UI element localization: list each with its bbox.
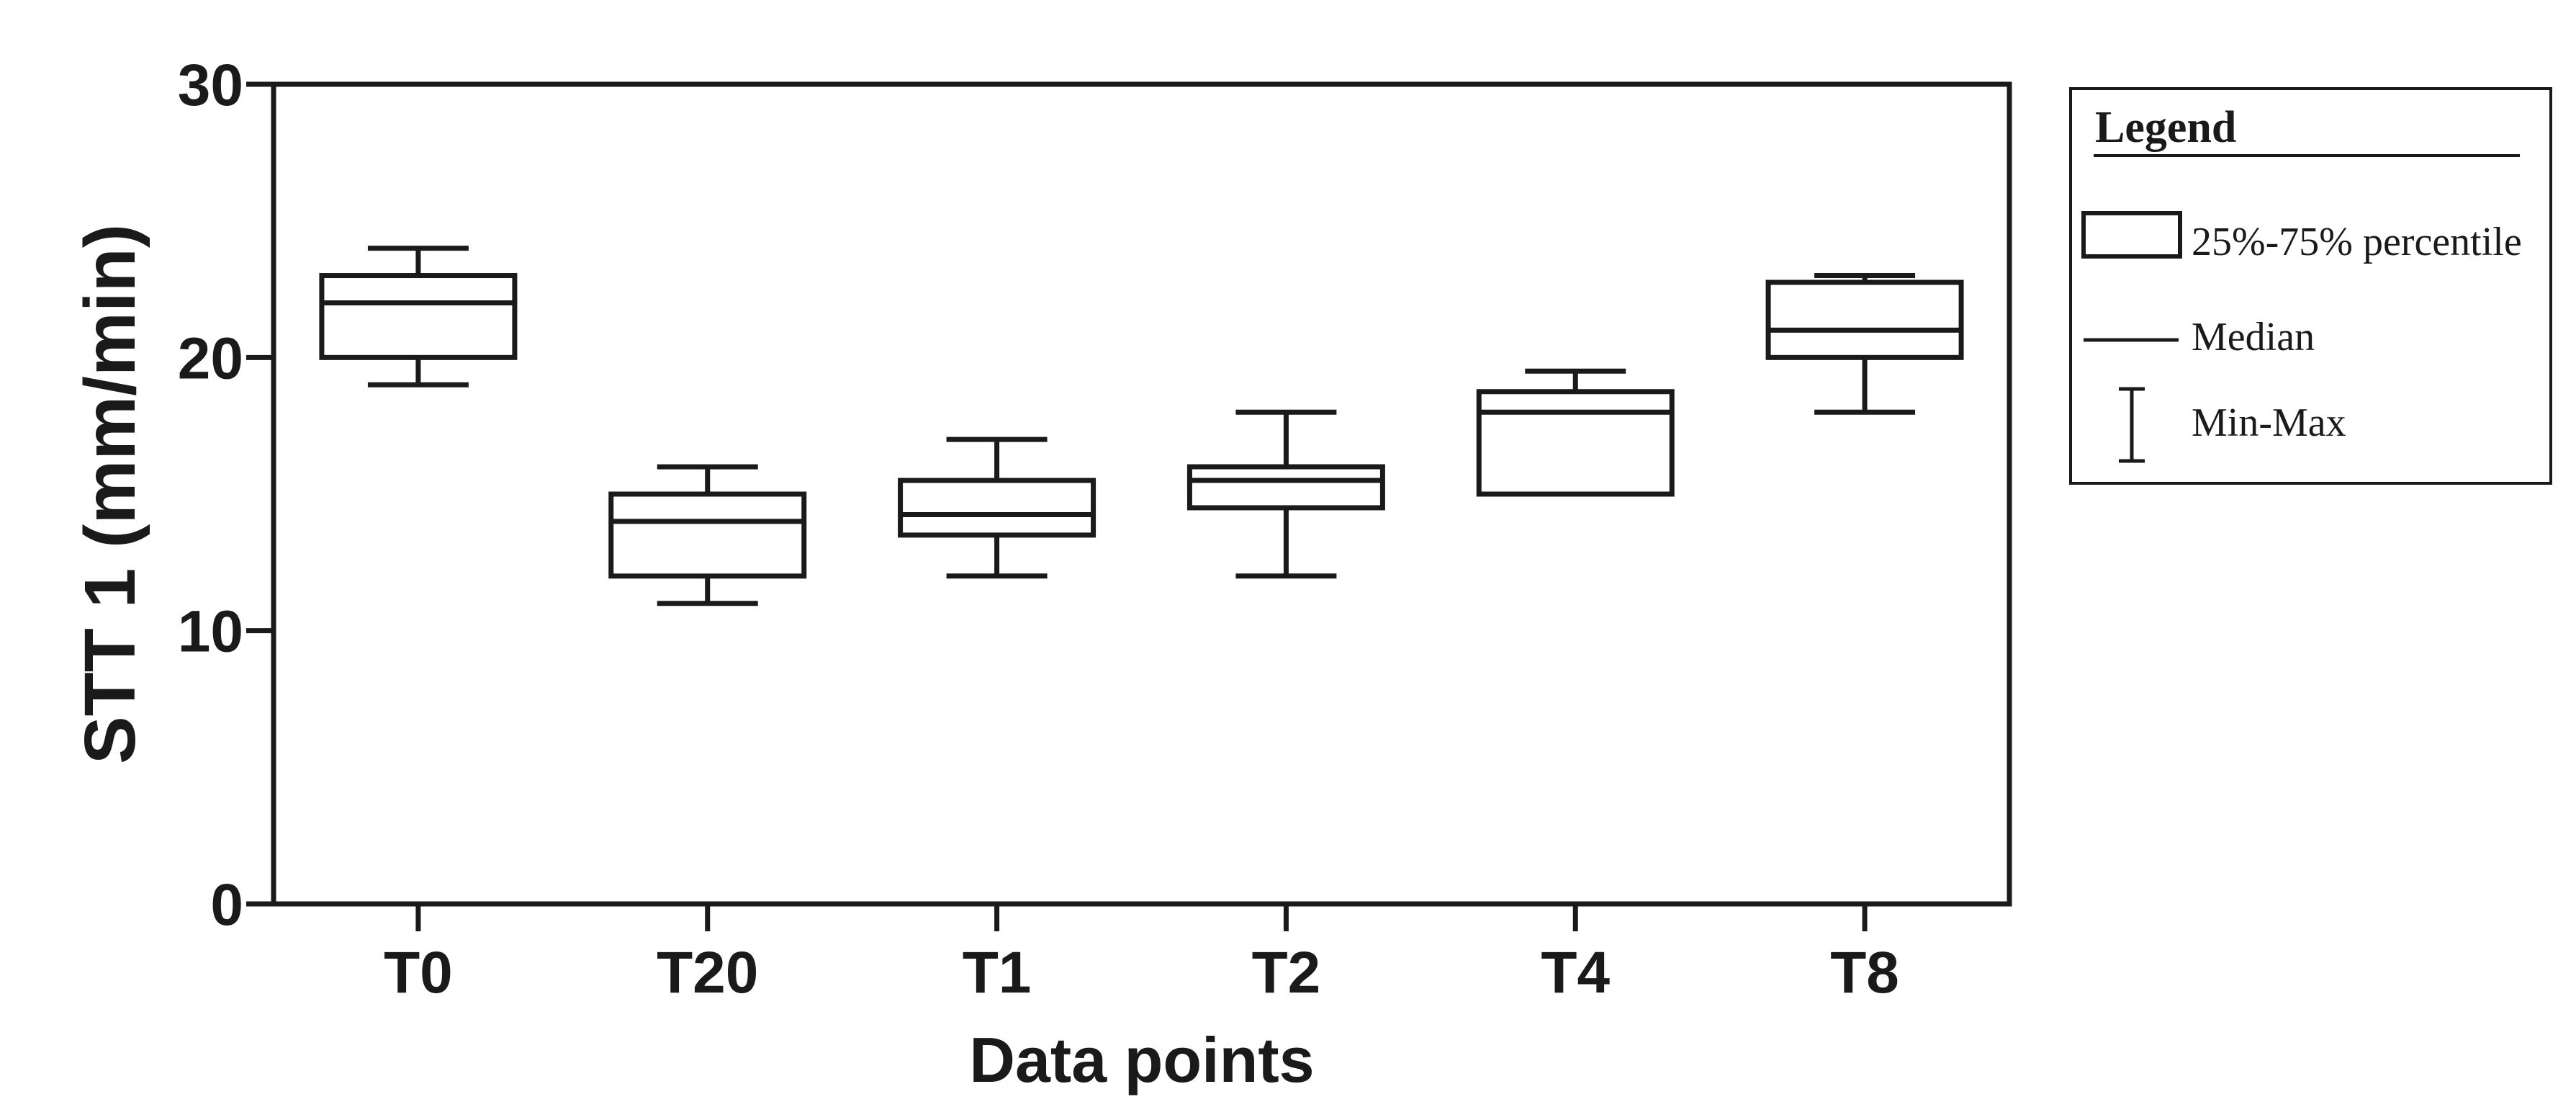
legend-item-label: Min-Max [2192, 400, 2346, 445]
x-axis-title: Data points [969, 1024, 1314, 1096]
box-plot-T1 [898, 436, 1096, 579]
box-series [319, 246, 1964, 606]
box-plot-T0 [319, 246, 518, 387]
box-plot-T2 [1186, 409, 1385, 579]
y-axis-title: STT 1 (mm/min) [70, 224, 150, 764]
y-tick-label: 30 [178, 53, 243, 118]
y-tick-label: 0 [210, 872, 243, 938]
x-axis-ticks [415, 904, 1868, 931]
legend-border [2069, 87, 2552, 485]
iqr-box [1186, 464, 1385, 511]
x-tick-label: T4 [1541, 940, 1610, 1005]
y-tick-labels: 30 20 10 0 [178, 53, 243, 938]
x-tick-label: T0 [384, 940, 453, 1005]
iqr-box [319, 273, 518, 360]
legend: Legend 25%-75% percentile Median Min-Max [2069, 87, 2552, 485]
percentile-box-icon [2081, 211, 2182, 259]
iqr-box [1765, 279, 1964, 360]
x-tick-label: T1 [963, 940, 1032, 1005]
legend-item-label: 25%-75% percentile [2192, 220, 2522, 264]
x-tick-label: T20 [657, 940, 758, 1005]
box-plot-T8 [1765, 273, 1964, 415]
y-tick-label: 20 [178, 326, 243, 391]
legend-title: Legend [2095, 103, 2236, 152]
box-plot-T4 [1476, 368, 1675, 497]
y-axis-ticks [246, 81, 274, 907]
x-tick-label: T8 [1830, 940, 1899, 1005]
legend-item-label: Median [2192, 315, 2315, 359]
box-plot-T20 [608, 464, 807, 606]
x-tick-labels: T0 T20 T1 T2 T4 T8 [384, 940, 1899, 1005]
x-tick-label: T2 [1252, 940, 1321, 1005]
plot-frame [271, 81, 2012, 907]
iqr-box [1476, 389, 1675, 497]
y-tick-label: 10 [178, 599, 243, 665]
iqr-box [898, 478, 1096, 538]
min-max-whisker-icon [2119, 387, 2145, 463]
iqr-box [608, 491, 807, 579]
